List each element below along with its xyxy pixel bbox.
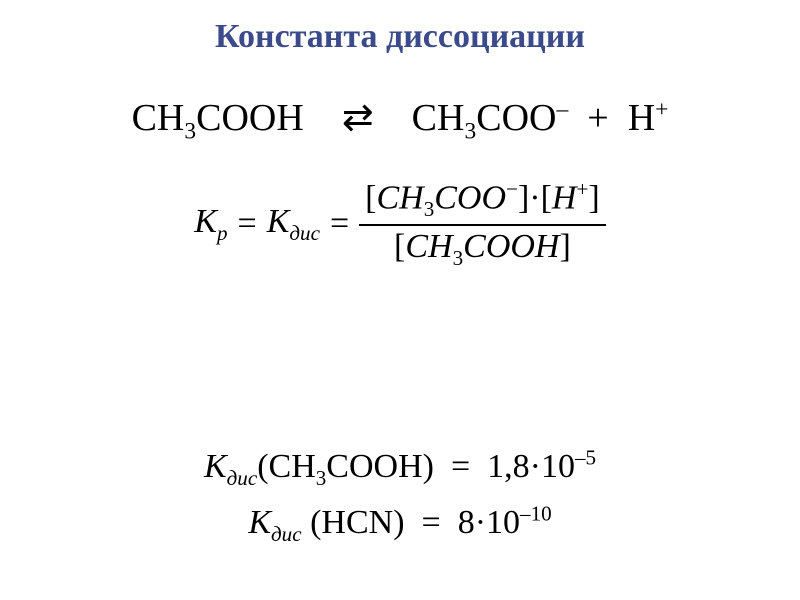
K-v2: K (248, 504, 271, 541)
sp1-prefix: CH (269, 448, 316, 485)
fraction: [CH3COO−]·[H+] [CH3COOH] (359, 175, 606, 273)
lb3: [ (394, 228, 405, 265)
p1-suffix: COO (476, 97, 556, 139)
plus-text: + (587, 97, 608, 139)
exp-v2: –10 (520, 501, 552, 525)
den-s1-sub: 3 (453, 246, 464, 270)
open-v2: ( (310, 504, 321, 541)
eq-v2: = (413, 504, 449, 541)
equals-2: = (330, 205, 349, 243)
dis-v2: дис (271, 521, 302, 545)
reactant: CH3COOH (132, 97, 314, 139)
val-v1: 1,8·10 (487, 448, 575, 485)
plus-sign: + (578, 97, 618, 139)
p1-prefix: CH (412, 97, 465, 139)
num-s1-sub: 3 (424, 197, 435, 221)
dissociation-constant-formula: Kp = Kдис = [CH3COO−]·[H+] [CH3COOH] (0, 175, 800, 273)
reactant-suffix: COOH (196, 97, 304, 139)
kdis-acetic-acid: Kдис(CH3COOH) = 1,8·10–5 (0, 440, 800, 496)
K2-letter: K (267, 203, 290, 240)
sp1-rest: COOH (326, 448, 422, 485)
p-sub: p (217, 220, 228, 244)
Kdis: Kдис (267, 203, 320, 246)
dot: · (529, 179, 540, 216)
val-v2: 8·10 (458, 504, 520, 541)
eq-v1: = (442, 448, 478, 485)
product-anion: CH3COO– (412, 97, 578, 139)
kdis-hcn: Kдис (HCN) = 8·10–10 (0, 496, 800, 552)
den-s1-prefix: CH (405, 228, 452, 265)
exp-v1: –5 (575, 446, 596, 470)
slide: Константа диссоциации CH3COOH ⇄ CH3COO– … (0, 0, 800, 600)
num-s1-prefix: CH (376, 179, 423, 216)
denominator: [CH3COOH] (388, 226, 577, 273)
reactant-prefix: CH (132, 97, 185, 139)
open-v1: ( (257, 448, 268, 485)
constant-values: Kдис(CH3COOH) = 1,8·10–5 Kдис (HCN) = 8·… (0, 440, 800, 551)
rb1: ] (518, 179, 529, 216)
num-s1-suffix: COO (434, 179, 506, 216)
p1-charge: – (556, 96, 568, 122)
equilibrium-arrow: ⇄ (342, 97, 374, 139)
p2-charge: + (655, 96, 668, 122)
slide-title: Константа диссоциации (0, 18, 800, 56)
K-letter: K (194, 203, 217, 240)
equals-1: = (238, 205, 257, 243)
rb3: ] (559, 228, 570, 265)
p1-sub: 3 (464, 119, 476, 145)
eq-v1-text: = (451, 448, 470, 485)
dissociation-equation: CH3COOH ⇄ CH3COO– + H+ (0, 95, 800, 146)
p2: H (628, 97, 655, 139)
rb2: ] (588, 179, 599, 216)
close-v2: ) (393, 504, 404, 541)
num-s1-charge: − (506, 177, 518, 201)
product-proton: H+ (628, 97, 669, 139)
num-s2-charge: + (576, 177, 588, 201)
reactant-sub: 3 (184, 119, 196, 145)
lb2: [ (541, 179, 552, 216)
formula-row: Kp = Kдис = [CH3COO−]·[H+] [CH3COOH] (194, 175, 605, 273)
dis-sub: дис (289, 220, 320, 244)
lb1: [ (365, 179, 376, 216)
close-v1: ) (423, 448, 434, 485)
dis-v1: дис (227, 466, 258, 490)
sp1-sub: 3 (316, 466, 327, 490)
Kp: Kp (194, 203, 227, 246)
eq-v2-text: = (422, 504, 441, 541)
numerator: [CH3COO−]·[H+] (359, 175, 606, 224)
sp2: HCN (321, 504, 393, 541)
den-s1-suffix: COOH (463, 228, 559, 265)
K-v1: K (204, 448, 227, 485)
num-s2: H (552, 179, 577, 216)
